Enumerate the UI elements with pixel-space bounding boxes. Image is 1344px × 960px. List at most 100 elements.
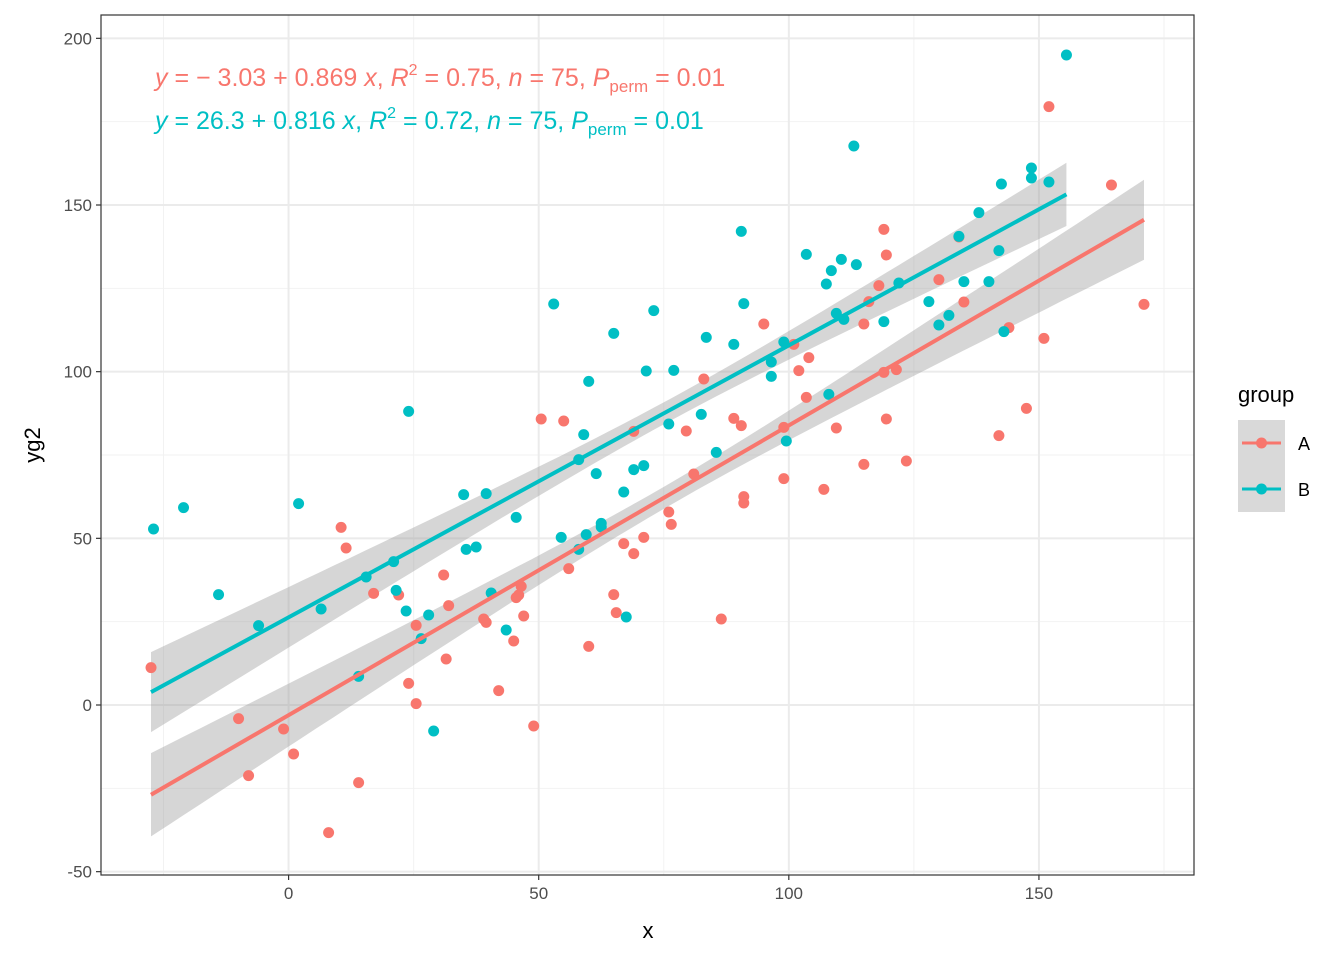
data-point-a — [610, 607, 622, 619]
eq-a-n-value: = 75, — [523, 64, 593, 92]
eq-a-coef: = − 3.03 + 0.869 — [168, 64, 365, 92]
data-point-b — [510, 511, 522, 523]
data-point-a — [438, 569, 450, 581]
data-point-b — [710, 446, 722, 458]
data-point-a — [803, 352, 815, 364]
data-point-a — [278, 723, 290, 735]
data-point-a — [145, 662, 157, 674]
data-point-a — [778, 473, 790, 485]
data-point-b — [1043, 176, 1055, 188]
eq-a-sep: , — [377, 64, 391, 92]
data-point-b — [850, 259, 862, 271]
data-point-a — [880, 249, 892, 261]
equation-group-b: y = 26.3 + 0.816 x, R2 = 0.72, n = 75, P… — [153, 105, 704, 139]
data-point-b — [548, 298, 560, 310]
data-point-a — [880, 413, 892, 425]
data-point-b — [618, 486, 630, 498]
data-point-b — [583, 375, 595, 387]
eq-b-r-sup: 2 — [387, 105, 396, 122]
data-point-a — [410, 619, 422, 631]
data-point-b — [738, 298, 750, 310]
data-point-a — [858, 318, 870, 330]
data-point-b — [458, 489, 470, 501]
eq-b-sep: , — [355, 107, 369, 135]
data-point-a — [353, 777, 365, 789]
y-axis-title: yg2 — [20, 427, 45, 462]
data-point-b — [390, 584, 402, 596]
data-point-b — [825, 265, 837, 277]
regression-lines — [150, 192, 1145, 797]
eq-b-p-sub: perm — [588, 120, 627, 139]
data-point-a — [698, 373, 710, 385]
data-point-b — [640, 365, 652, 377]
legend-label-a: A — [1298, 434, 1310, 454]
data-point-b — [780, 435, 792, 447]
data-point-b — [638, 460, 650, 472]
data-point-b — [253, 620, 265, 632]
data-point-b — [620, 611, 632, 623]
legend-title: group — [1238, 382, 1294, 407]
data-point-b — [835, 253, 847, 265]
eq-a-r2-value: = 0.75, — [418, 64, 509, 92]
data-point-a — [323, 827, 335, 839]
data-point-b — [668, 364, 680, 376]
data-point-b — [943, 309, 955, 321]
data-point-a — [340, 542, 352, 554]
data-point-b — [500, 624, 512, 636]
data-point-a — [410, 698, 422, 710]
data-point-b — [983, 276, 995, 288]
data-point-b — [628, 464, 640, 476]
data-point-b — [923, 296, 935, 308]
data-point-b — [998, 326, 1010, 338]
data-point-a — [608, 589, 620, 601]
data-point-a — [830, 422, 842, 434]
data-point-b — [178, 502, 190, 514]
data-point-a — [738, 491, 750, 503]
eq-b-p: P — [571, 107, 588, 135]
data-point-a — [443, 600, 455, 612]
eq-a-r-sup: 2 — [409, 62, 418, 79]
data-point-b — [648, 305, 660, 317]
axes: 0 50 100 150 -50 0 50 100 150 200 — [64, 29, 1053, 903]
data-point-b — [423, 609, 435, 621]
data-point-b — [555, 531, 567, 543]
x-tick-label: 150 — [1025, 884, 1053, 903]
data-point-b — [735, 225, 747, 237]
eq-b-r: R — [369, 107, 387, 135]
data-point-b — [878, 316, 890, 328]
eq-a-x: x — [363, 64, 378, 92]
data-point-a — [243, 770, 255, 782]
eq-a-p-value: = 0.01 — [648, 64, 725, 92]
data-point-b — [480, 488, 492, 500]
data-point-a — [563, 563, 575, 575]
data-point-b — [580, 529, 592, 541]
data-point-a — [993, 430, 1005, 442]
data-point-a — [735, 420, 747, 432]
data-point-b — [848, 140, 860, 152]
data-point-a — [800, 391, 812, 403]
data-point-a — [1038, 332, 1050, 344]
eq-b-n: n — [487, 107, 501, 135]
confidence-band-b — [151, 162, 1067, 733]
data-point-a — [480, 616, 492, 628]
y-tick-label: -50 — [67, 863, 92, 882]
data-point-b — [293, 498, 305, 510]
data-point-a — [1043, 101, 1055, 113]
data-point-a — [1138, 298, 1150, 310]
data-point-a — [900, 455, 912, 467]
data-point-a — [873, 280, 885, 292]
data-point-b — [1060, 49, 1072, 61]
data-point-b — [1025, 162, 1037, 174]
eq-b-x: x — [342, 107, 357, 135]
data-point-b — [800, 248, 812, 260]
data-point-a — [758, 318, 770, 330]
data-point-a — [583, 640, 595, 652]
y-tick-label: 0 — [83, 696, 92, 715]
eq-b-p-value: = 0.01 — [627, 107, 704, 135]
eq-a-r: R — [391, 64, 409, 92]
data-point-a — [680, 425, 692, 437]
y-tick-label: 50 — [73, 529, 92, 548]
data-point-a — [933, 274, 945, 286]
